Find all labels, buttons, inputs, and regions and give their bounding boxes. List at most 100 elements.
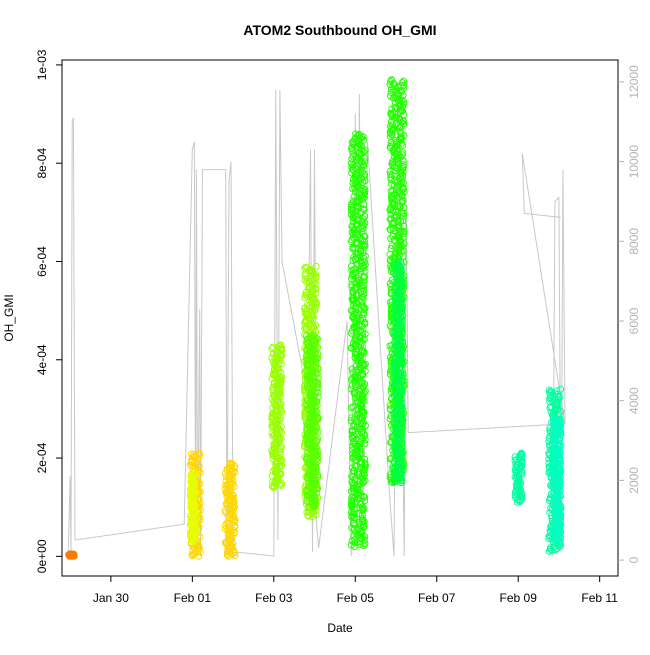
data-point — [394, 258, 402, 266]
y2-tick-label: 10000 — [627, 145, 641, 179]
data-point — [314, 428, 322, 436]
data-point — [304, 405, 312, 413]
data-point — [387, 125, 395, 133]
data-point — [226, 459, 234, 467]
y2-tick-label: 4000 — [627, 387, 641, 414]
x-tick-label: Feb 11 — [581, 591, 618, 605]
data-point — [305, 343, 313, 351]
x-tick-label: Feb 03 — [255, 591, 293, 605]
data-point — [349, 176, 357, 183]
data-point — [358, 301, 366, 309]
data-point — [191, 472, 199, 480]
series-4 — [302, 331, 322, 511]
data-point — [303, 453, 311, 461]
data-point — [392, 243, 400, 251]
data-point — [361, 273, 369, 281]
data-point — [347, 417, 355, 425]
data-point — [518, 462, 526, 470]
data-point — [546, 398, 554, 405]
data-point — [359, 133, 367, 141]
data-point — [361, 319, 369, 327]
data-point — [310, 333, 318, 341]
data-point — [400, 120, 408, 128]
data-point — [387, 215, 395, 222]
data-point — [354, 132, 362, 140]
data-point — [301, 382, 308, 390]
data-point — [357, 437, 365, 445]
data-point — [357, 449, 365, 457]
data-point — [389, 162, 397, 169]
data-point — [358, 298, 366, 306]
data-point — [386, 170, 394, 178]
series-1 — [186, 449, 239, 560]
data-point — [400, 188, 408, 196]
data-point — [358, 416, 366, 424]
data-point — [67, 550, 75, 558]
data-point — [312, 273, 320, 281]
data-point — [303, 474, 311, 482]
data-point — [304, 359, 312, 367]
data-point — [398, 79, 406, 86]
data-point — [309, 331, 317, 339]
data-point — [387, 118, 395, 126]
data-point — [352, 130, 360, 138]
data-point — [349, 197, 357, 205]
data-point — [195, 449, 203, 457]
data-point — [303, 263, 311, 271]
altitude-trace-layer — [67, 81, 566, 561]
data-point — [388, 192, 395, 200]
data-point — [551, 400, 559, 408]
data-point — [355, 149, 363, 157]
data-point — [348, 414, 356, 422]
data-point — [391, 260, 399, 268]
data-point — [303, 301, 311, 309]
data-point — [387, 235, 395, 243]
data-point — [389, 232, 397, 240]
data-point — [348, 236, 356, 244]
data-point — [308, 311, 316, 319]
data-point — [301, 308, 309, 315]
series-5 — [347, 76, 408, 550]
data-point — [197, 488, 204, 496]
data-point — [69, 550, 77, 558]
y-axis-label: OH_GMI — [2, 294, 16, 341]
data-point — [277, 423, 285, 431]
y2-tick-label: 8000 — [627, 228, 641, 255]
data-point — [391, 306, 399, 314]
data-point — [356, 440, 364, 448]
data-point — [313, 457, 321, 465]
data-point — [353, 292, 361, 300]
y-tick-label: 6e-04 — [35, 246, 49, 277]
data-point — [350, 266, 358, 274]
data-point — [349, 403, 357, 411]
data-point — [361, 436, 369, 444]
data-point — [355, 130, 363, 138]
data-point — [358, 515, 366, 523]
x-tick-label: Feb 09 — [500, 591, 538, 605]
data-point — [546, 544, 554, 552]
y2-tick-label: 6000 — [627, 307, 641, 334]
x-tick-label: Feb 05 — [337, 591, 375, 605]
data-point — [357, 346, 365, 354]
altitude-trace — [67, 81, 566, 561]
data-point — [308, 404, 316, 412]
y-tick-label: 2e-04 — [35, 442, 49, 473]
data-point — [398, 386, 406, 394]
data-point — [306, 333, 314, 341]
data-point — [348, 494, 356, 502]
series-layer — [65, 76, 565, 560]
data-point — [397, 258, 405, 265]
data-point — [305, 507, 313, 515]
data-point — [398, 465, 406, 473]
data-point — [313, 424, 321, 432]
data-point — [553, 387, 561, 395]
data-point — [386, 215, 394, 223]
data-point — [352, 345, 360, 353]
data-point — [386, 167, 394, 175]
data-point — [361, 186, 369, 193]
data-point — [276, 342, 284, 350]
data-point — [359, 205, 367, 213]
data-point — [359, 503, 366, 510]
data-point — [277, 341, 285, 349]
